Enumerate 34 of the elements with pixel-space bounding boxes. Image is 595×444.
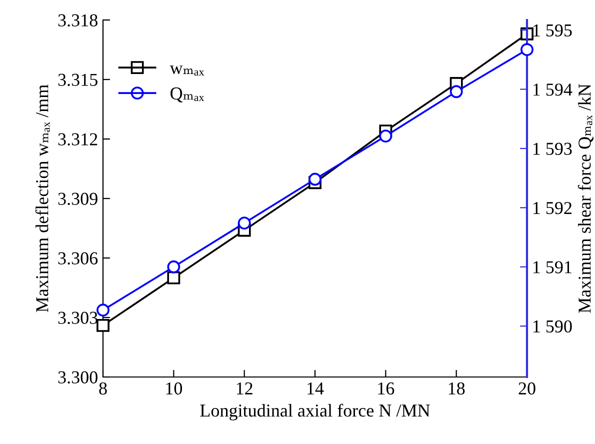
x-tick-label: 12 — [236, 382, 252, 394]
point — [96, 304, 110, 317]
y2-tick-label: 1 593 — [533, 142, 572, 155]
y-tick-label: 3.309 — [58, 192, 98, 206]
y-tick-label: 3.303 — [58, 312, 98, 324]
y-axis-title: Maximum deflection wₘₐₓ /mm — [35, 84, 50, 312]
point — [450, 85, 463, 98]
x-tick-label: 14 — [308, 382, 324, 394]
y-tick-label: 3.306 — [58, 252, 98, 265]
point — [96, 318, 110, 332]
y2-tick-label: 1 592 — [533, 202, 572, 214]
y-tick-label: 3.300 — [58, 371, 98, 384]
x-tick-label: 10 — [166, 382, 182, 395]
point — [167, 271, 180, 284]
x-tick-label: 18 — [448, 382, 465, 395]
legend-label: Qₘₐₓ — [170, 87, 204, 102]
x-axis-title: Longitudinal axial force N /MN — [200, 404, 430, 420]
point — [308, 172, 322, 186]
y2-axis-title: Maximum shear force Qₘₐₓ /kN — [578, 84, 594, 313]
y2-tick-label: 1 591 — [533, 261, 572, 274]
point — [238, 216, 251, 230]
x-tick-label: 8 — [99, 382, 107, 395]
y2-tick-label: 1 590 — [533, 320, 572, 333]
legend-label: wₘₐₓ — [170, 66, 204, 76]
y-tick-label: 3.312 — [58, 133, 98, 146]
y2-tick-label: 1 594 — [533, 84, 572, 96]
y2-tick-label: 1 595 — [533, 24, 572, 37]
x-tick-label: 20 — [518, 382, 536, 395]
point — [520, 43, 534, 56]
x-tick-label: 16 — [378, 382, 394, 395]
point — [379, 130, 392, 142]
y-tick-label: 3.318 — [58, 14, 98, 27]
y-tick-label: 3.315 — [58, 74, 98, 86]
point — [167, 260, 180, 274]
